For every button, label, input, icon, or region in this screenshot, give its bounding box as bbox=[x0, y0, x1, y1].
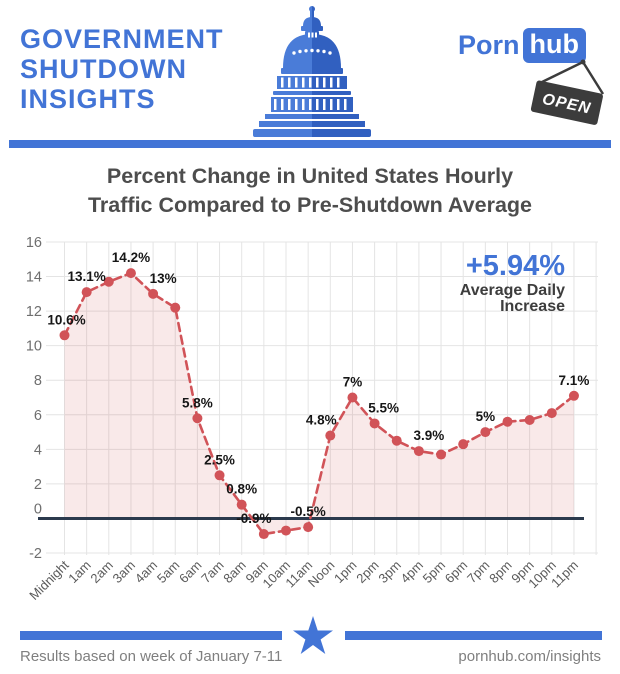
svg-text:4.8%: 4.8% bbox=[306, 413, 337, 428]
svg-text:10: 10 bbox=[26, 339, 42, 355]
svg-text:8: 8 bbox=[34, 373, 42, 389]
footer-note: Results based on week of January 7-11 bbox=[20, 648, 283, 665]
svg-text:3am: 3am bbox=[110, 558, 138, 586]
svg-text:2am: 2am bbox=[87, 558, 115, 586]
chart-gridlines bbox=[46, 241, 598, 555]
svg-text:8am: 8am bbox=[220, 558, 248, 586]
svg-text:13%: 13% bbox=[150, 271, 177, 286]
svg-text:3.9%: 3.9% bbox=[414, 428, 445, 443]
svg-text:4: 4 bbox=[34, 442, 42, 458]
svg-text:12: 12 bbox=[26, 304, 42, 320]
svg-text:8pm: 8pm bbox=[486, 558, 514, 586]
chart-title: Percent Change in United States Hourly T… bbox=[0, 162, 620, 220]
svg-text:-0.9%: -0.9% bbox=[236, 511, 271, 526]
average-increase-label: Increase bbox=[500, 298, 565, 315]
svg-text:0: 0 bbox=[34, 501, 42, 517]
pornhub-logo: Porn hub bbox=[458, 28, 586, 63]
svg-text:5%: 5% bbox=[476, 409, 496, 424]
svg-text:16: 16 bbox=[26, 235, 42, 251]
svg-text:4am: 4am bbox=[132, 558, 160, 586]
svg-text:-0.5%: -0.5% bbox=[291, 504, 326, 519]
svg-text:5pm: 5pm bbox=[420, 558, 448, 586]
open-sign: OPEN bbox=[530, 59, 605, 125]
point-labels: 10.6% 13.1% 14.2%13% 5.8% 2.5% 0.8% -0.9% -0.5%… bbox=[47, 250, 589, 526]
logo-word-porn: Porn bbox=[458, 30, 520, 60]
svg-text:3pm: 3pm bbox=[375, 558, 403, 586]
chart-title-line1: Percent Change in United States Hourly bbox=[106, 164, 514, 188]
chart-title-line2: Traffic Compared to Pre-Shutdown Average bbox=[87, 193, 532, 217]
svg-text:0.8%: 0.8% bbox=[226, 482, 257, 497]
capitol-building-icon bbox=[253, 6, 371, 137]
header-divider-bar bbox=[9, 140, 611, 148]
svg-text:6pm: 6pm bbox=[442, 558, 470, 586]
footer-site-url: pornhub.com/insights bbox=[458, 648, 601, 665]
average-increase-label: Average Daily bbox=[460, 282, 565, 299]
svg-text:5.8%: 5.8% bbox=[182, 395, 213, 410]
svg-text:7%: 7% bbox=[343, 375, 363, 390]
svg-text:6am: 6am bbox=[176, 558, 204, 586]
svg-text:2.5%: 2.5% bbox=[204, 452, 235, 467]
y-axis-ticks: 16 14 12 10 8 6 4 2 0 -2 bbox=[26, 235, 42, 562]
header-title-line3: INSIGHTS bbox=[20, 84, 156, 114]
sign-nail-icon bbox=[580, 59, 586, 65]
svg-text:7pm: 7pm bbox=[464, 558, 492, 586]
svg-text:14.2%: 14.2% bbox=[112, 250, 150, 265]
svg-text:10.6%: 10.6% bbox=[47, 312, 85, 327]
svg-text:6: 6 bbox=[34, 408, 42, 424]
average-increase-value: +5.94% bbox=[466, 250, 565, 282]
svg-text:5.5%: 5.5% bbox=[368, 400, 399, 415]
series-area bbox=[64, 273, 574, 535]
svg-text:4pm: 4pm bbox=[398, 558, 426, 586]
header-title-line1: GOVERNMENT bbox=[20, 24, 224, 54]
svg-text:5am: 5am bbox=[154, 558, 182, 586]
star-icon bbox=[293, 616, 333, 654]
svg-text:14: 14 bbox=[26, 270, 42, 286]
footer-bar-right bbox=[345, 631, 602, 640]
svg-text:1pm: 1pm bbox=[331, 558, 359, 586]
svg-text:2: 2 bbox=[34, 477, 42, 493]
series-markers bbox=[59, 268, 579, 540]
svg-text:2pm: 2pm bbox=[353, 558, 381, 586]
svg-text:13.1%: 13.1% bbox=[68, 269, 106, 284]
logo-word-hub: hub bbox=[522, 28, 586, 63]
svg-text:1am: 1am bbox=[65, 558, 93, 586]
header-title: GOVERNMENT SHUTDOWN INSIGHTS bbox=[20, 24, 224, 114]
svg-text:7.1%: 7.1% bbox=[559, 373, 590, 388]
hourly-traffic-line-chart: 10.6% 13.1% 14.2%13% 5.8% 2.5% 0.8% -0.9% -0.5%… bbox=[26, 235, 598, 603]
header-title-line2: SHUTDOWN bbox=[20, 54, 187, 84]
svg-text:7am: 7am bbox=[198, 558, 226, 586]
footer-bar-left bbox=[20, 631, 282, 640]
x-axis-labels: Midnight1am2am3am4am5am6am7am8am9am10am1… bbox=[26, 557, 581, 603]
svg-text:Midnight: Midnight bbox=[26, 557, 72, 603]
svg-text:-2: -2 bbox=[29, 546, 42, 562]
